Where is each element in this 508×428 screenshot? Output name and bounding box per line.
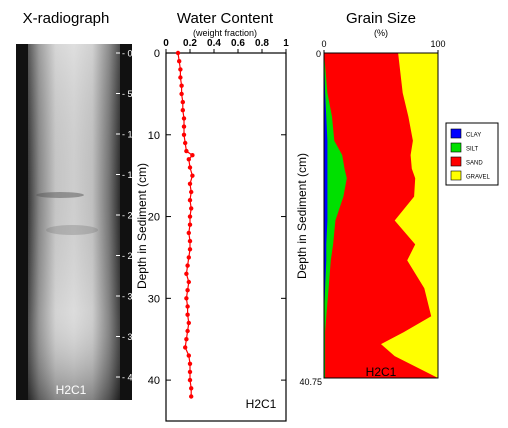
water-data-point xyxy=(189,206,194,211)
water-core-label: H2C1 xyxy=(246,397,277,411)
water-data-point xyxy=(186,353,191,358)
water-data-point xyxy=(184,296,189,301)
xray-tick-label: - 0 xyxy=(122,49,133,59)
water-x-tick-label: 0 xyxy=(163,38,169,49)
water-data-point xyxy=(185,263,190,268)
water-data-point xyxy=(189,386,194,391)
water-data-point xyxy=(187,361,193,366)
legend-label-silt: SILT xyxy=(466,147,479,153)
grain-legend: CLAY SILT SAND GRAVEL xyxy=(445,122,499,186)
water-data-point xyxy=(180,99,185,105)
xray-tick-label: - 10 xyxy=(122,130,138,140)
water-data-point xyxy=(187,214,193,219)
legend-swatch-sand xyxy=(450,156,462,167)
water-data-point xyxy=(187,165,193,170)
water-y-tick-label: 10 xyxy=(148,130,160,142)
water-series xyxy=(175,50,195,399)
grain-axes: 0 100 0 xyxy=(316,39,446,59)
xray-title: X-radiograph xyxy=(23,10,110,27)
water-data-point xyxy=(181,116,187,121)
water-data-point xyxy=(184,337,189,342)
grain-core-label: H2C1 xyxy=(366,365,397,379)
grain-bottom-depth: 40.75 xyxy=(299,377,322,387)
xray-core-label: H2C1 xyxy=(56,383,87,397)
water-data-point xyxy=(179,83,184,88)
xray-tick-label: - 20 xyxy=(122,211,138,221)
xray-tick-label: - 25 xyxy=(122,251,138,261)
water-plot-frame xyxy=(165,52,287,422)
water-title: Water Content xyxy=(177,10,274,27)
grain-ylabel: Depth in Sediment (cm) xyxy=(295,153,309,279)
water-data-point xyxy=(184,271,189,276)
water-x-tick-label: 0.6 xyxy=(231,38,245,49)
grain-x-tick-label: 0 xyxy=(321,39,326,49)
water-data-point xyxy=(186,255,191,260)
grain-y-tick-label: 0 xyxy=(316,49,321,59)
legend-swatch-clay xyxy=(450,128,462,139)
water-data-point xyxy=(187,238,193,244)
xray-tick-label: - 40 xyxy=(122,373,138,383)
xray-depth-ticks: - 0 - 5 - 10 - 15 - 20 - 25 - 30 - 35 - 40 xyxy=(116,49,138,383)
water-data-point xyxy=(183,140,188,146)
xray-tick-label: - 5 xyxy=(122,89,133,99)
legend-label-gravel: GRAVEL xyxy=(466,175,491,181)
grain-area-clay xyxy=(324,53,328,378)
water-data-point xyxy=(190,173,195,178)
water-data-point xyxy=(183,345,188,350)
water-data-point xyxy=(187,222,193,227)
water-data-point xyxy=(189,189,194,195)
xray-tick-label: - 15 xyxy=(122,170,138,180)
water-data-point xyxy=(189,394,194,399)
water-data-point xyxy=(179,91,184,97)
water-x-tick-label: 0.2 xyxy=(183,38,197,49)
water-data-point xyxy=(186,157,191,162)
water-subtitle: (weight fraction) xyxy=(193,28,257,38)
water-y-tick-label: 40 xyxy=(148,375,160,387)
water-data-point xyxy=(187,247,193,252)
grain-plot-frame xyxy=(323,52,439,379)
grain-x-tick-label: 100 xyxy=(430,39,445,49)
grain-subtitle: (%) xyxy=(374,28,388,38)
water-data-point xyxy=(186,279,191,285)
water-x-tick-label: 1 xyxy=(283,38,289,49)
water-data-point xyxy=(177,59,182,64)
water-data-point xyxy=(175,50,181,56)
legend-label-clay: CLAY xyxy=(466,133,481,139)
grain-area-sand xyxy=(324,53,438,378)
water-data-point xyxy=(186,230,191,236)
legend-swatch-silt xyxy=(450,142,462,153)
water-y-tick-label: 0 xyxy=(154,48,160,60)
water-data-point xyxy=(185,304,190,309)
water-data-point xyxy=(181,132,187,137)
grain-area-silt xyxy=(324,53,347,378)
water-data-point xyxy=(187,198,193,203)
water-x-tick-label: 0.8 xyxy=(255,38,269,49)
legend-swatch-gravel xyxy=(450,170,462,181)
water-data-point xyxy=(178,75,183,80)
water-data-point xyxy=(178,67,183,72)
water-x-tick-label: 0.4 xyxy=(207,38,221,49)
legend-label-sand: SAND xyxy=(466,161,483,167)
water-data-point xyxy=(187,369,193,375)
water-data-point xyxy=(185,312,190,317)
water-y-tick-label: 20 xyxy=(148,212,160,224)
water-data-point xyxy=(181,124,187,129)
water-y-tick-label: 30 xyxy=(148,293,160,305)
xray-tick-label: - 35 xyxy=(122,332,138,342)
grain-title: Grain Size xyxy=(346,10,416,27)
water-data-point xyxy=(186,320,191,326)
water-data-point xyxy=(180,108,185,113)
xray-tick-label: - 30 xyxy=(122,292,138,302)
water-data-point xyxy=(185,288,190,293)
water-data-point xyxy=(187,377,193,383)
water-data-point xyxy=(184,148,189,154)
water-data-point xyxy=(185,328,190,334)
water-ylabel: Depth in Sediment (cm) xyxy=(135,163,149,289)
water-data-point xyxy=(190,153,195,158)
water-data-point xyxy=(187,181,193,186)
grain-areas xyxy=(324,53,438,378)
xray-image xyxy=(16,44,132,400)
